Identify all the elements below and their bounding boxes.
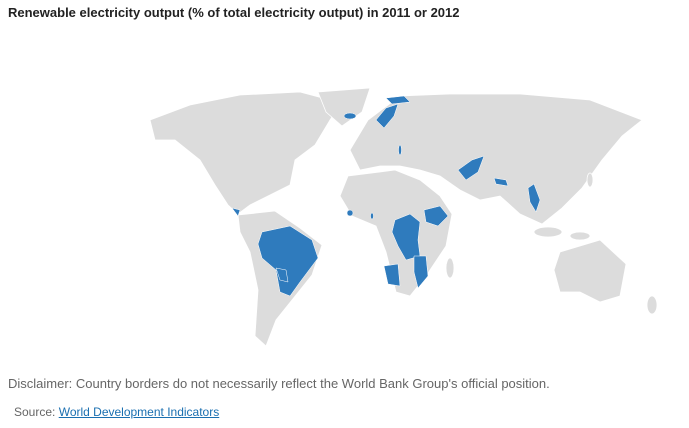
highlighted-countries [231,95,541,297]
map-title: Renewable electricity output (% of total… [8,5,460,20]
land [149,87,658,347]
disclaimer: Disclaimer: Country borders do not neces… [8,376,550,391]
source-link[interactable]: World Development Indicators [58,405,220,419]
source-label: Source: [14,405,56,419]
world-map [149,87,658,347]
source: Source: World Development Indicators [14,405,219,419]
